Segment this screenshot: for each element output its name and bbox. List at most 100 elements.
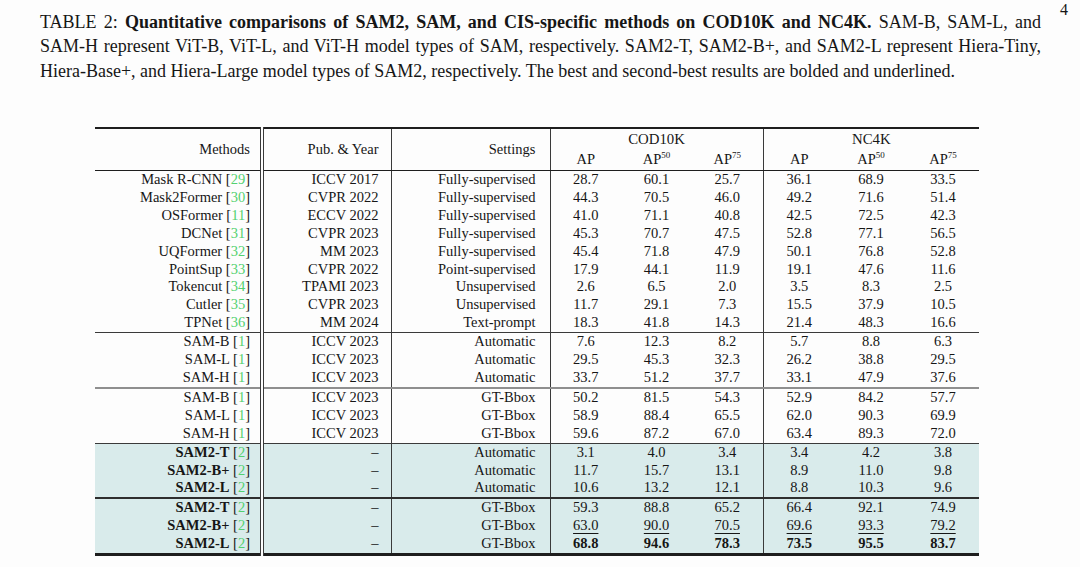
metric-cell: 62.0 bbox=[763, 407, 835, 425]
metric-cell: 8.3 bbox=[835, 278, 907, 296]
method-name: Cutler bbox=[186, 296, 222, 312]
metric-cell: 89.3 bbox=[835, 425, 907, 443]
metric-cell: 69.6 bbox=[763, 517, 835, 535]
metric-cell: 72.0 bbox=[907, 425, 979, 443]
method-name: SAM2-L bbox=[175, 535, 229, 551]
pub-year-cell: MM 2024 bbox=[262, 314, 391, 332]
metric-cell: 25.7 bbox=[692, 171, 763, 189]
metric-cell: 81.5 bbox=[621, 388, 692, 407]
metric-cell: 42.5 bbox=[763, 207, 835, 225]
metric-cell: 94.6 bbox=[621, 535, 692, 554]
metric-cell: 7.6 bbox=[550, 333, 621, 351]
metric-cell: 71.6 bbox=[835, 189, 907, 207]
metric-cell: 41.0 bbox=[550, 207, 621, 225]
method-cell: SAM2-L [2] bbox=[95, 479, 262, 498]
settings-cell: Unsupervised bbox=[391, 278, 550, 296]
metric-cell: 63.4 bbox=[763, 425, 835, 443]
method-name: SAM2-B+ bbox=[167, 517, 229, 533]
metric-cell: 37.6 bbox=[907, 369, 979, 388]
method-cell: OSFormer [11] bbox=[95, 207, 262, 225]
settings-cell: Automatic bbox=[391, 462, 550, 480]
table-row: SAM-L [1]ICCV 2023GT-Bbox58.988.465.562.… bbox=[95, 407, 979, 425]
metric-cell: 95.5 bbox=[835, 535, 907, 554]
metric-cell: 32.3 bbox=[692, 351, 763, 369]
table-row: SAM-L [1]ICCV 2023Automatic29.545.332.32… bbox=[95, 351, 979, 369]
metric-cell: 36.1 bbox=[763, 171, 835, 189]
pub-year-cell: MM 2023 bbox=[262, 243, 391, 261]
metric-cell: 5.7 bbox=[763, 333, 835, 351]
metric-cell: 70.5 bbox=[621, 189, 692, 207]
metric-cell: 45.3 bbox=[621, 351, 692, 369]
citation-number: 1 bbox=[238, 351, 245, 367]
col-header-pub-year: Pub. & Year bbox=[262, 128, 391, 171]
citation-number: 1 bbox=[238, 407, 245, 423]
metric-cell: 2.5 bbox=[907, 278, 979, 296]
metric-cell: 3.8 bbox=[907, 443, 979, 461]
metric-cell: 90.0 bbox=[621, 517, 692, 535]
table-row: OSFormer [11]ECCV 2022Fully-supervised41… bbox=[95, 207, 979, 225]
metric-cell: 51.2 bbox=[621, 369, 692, 388]
method-name: UQFormer bbox=[159, 243, 223, 259]
citation-number: 29 bbox=[231, 171, 246, 187]
settings-cell: Automatic bbox=[391, 351, 550, 369]
metric-cell: 73.5 bbox=[763, 535, 835, 554]
metric-cell: 46.0 bbox=[692, 189, 763, 207]
citation-number: 35 bbox=[231, 296, 246, 312]
pub-year-cell: ICCV 2023 bbox=[262, 425, 391, 443]
method-name: Tokencut bbox=[168, 278, 222, 294]
metric-cell: 63.0 bbox=[550, 517, 621, 535]
metric-cell: 2.6 bbox=[550, 278, 621, 296]
metric-cell: 45.3 bbox=[550, 225, 621, 243]
settings-cell: Automatic bbox=[391, 479, 550, 498]
metric-cell: 15.5 bbox=[763, 296, 835, 314]
metric-cell: 65.5 bbox=[692, 407, 763, 425]
metric-cell: 11.0 bbox=[835, 462, 907, 480]
method-name: SAM2-T bbox=[175, 499, 229, 515]
col-group-nc4k: NC4K bbox=[763, 128, 979, 149]
metric-cell: 87.2 bbox=[621, 425, 692, 443]
method-cell: SAM2-B+ [2] bbox=[95, 517, 262, 535]
pub-year-cell: TPAMI 2023 bbox=[262, 278, 391, 296]
settings-cell: Fully-supervised bbox=[391, 225, 550, 243]
method-name: SAM2-L bbox=[175, 479, 229, 495]
method-cell: SAM-B [1] bbox=[95, 388, 262, 407]
metric-cell: 9.6 bbox=[907, 479, 979, 498]
col-group-cod10k: COD10K bbox=[550, 128, 763, 149]
metric-cell: 12.1 bbox=[692, 479, 763, 498]
metric-cell: 65.2 bbox=[692, 498, 763, 517]
metric-cell: 44.3 bbox=[550, 189, 621, 207]
settings-cell: GT-Bbox bbox=[391, 498, 550, 517]
settings-cell: GT-Bbox bbox=[391, 425, 550, 443]
metric-cell: 48.3 bbox=[835, 314, 907, 332]
metric-cell: 3.4 bbox=[692, 443, 763, 461]
col-header-ap75: AP75 bbox=[692, 149, 763, 171]
metric-cell: 88.4 bbox=[621, 407, 692, 425]
metric-cell: 37.9 bbox=[835, 296, 907, 314]
citation-number: 2 bbox=[238, 462, 245, 478]
method-cell: Cutler [35] bbox=[95, 296, 262, 314]
metric-cell: 8.2 bbox=[692, 333, 763, 351]
caption-label: TABLE 2: bbox=[40, 12, 118, 32]
table-row: Mask R-CNN [29]ICCV 2017Fully-supervised… bbox=[95, 171, 979, 189]
col-header-ap50: AP50 bbox=[621, 149, 692, 171]
metric-cell: 8.8 bbox=[835, 333, 907, 351]
metric-cell: 68.8 bbox=[550, 535, 621, 554]
pub-year-cell: ICCV 2023 bbox=[262, 369, 391, 388]
metric-cell: 8.8 bbox=[763, 479, 835, 498]
method-name: OSFormer bbox=[161, 207, 222, 223]
metric-cell: 26.2 bbox=[763, 351, 835, 369]
pub-year-cell: – bbox=[262, 498, 391, 517]
method-cell: SAM2-B+ [2] bbox=[95, 462, 262, 480]
pub-year-cell: ICCV 2023 bbox=[262, 388, 391, 407]
caption-bold-title: Quantitative comparisons of SAM2, SAM, a… bbox=[125, 12, 872, 32]
settings-cell: GT-Bbox bbox=[391, 517, 550, 535]
pub-year-cell: ICCV 2023 bbox=[262, 407, 391, 425]
metric-cell: 68.9 bbox=[835, 171, 907, 189]
metric-cell: 10.6 bbox=[550, 479, 621, 498]
metric-cell: 17.9 bbox=[550, 261, 621, 279]
method-name: SAM-B bbox=[184, 333, 230, 349]
method-cell: SAM-H [1] bbox=[95, 425, 262, 443]
table-row: SAM-B [1]ICCV 2023GT-Bbox50.281.554.352.… bbox=[95, 388, 979, 407]
metric-cell: 9.8 bbox=[907, 462, 979, 480]
method-cell: Mask2Former [30] bbox=[95, 189, 262, 207]
